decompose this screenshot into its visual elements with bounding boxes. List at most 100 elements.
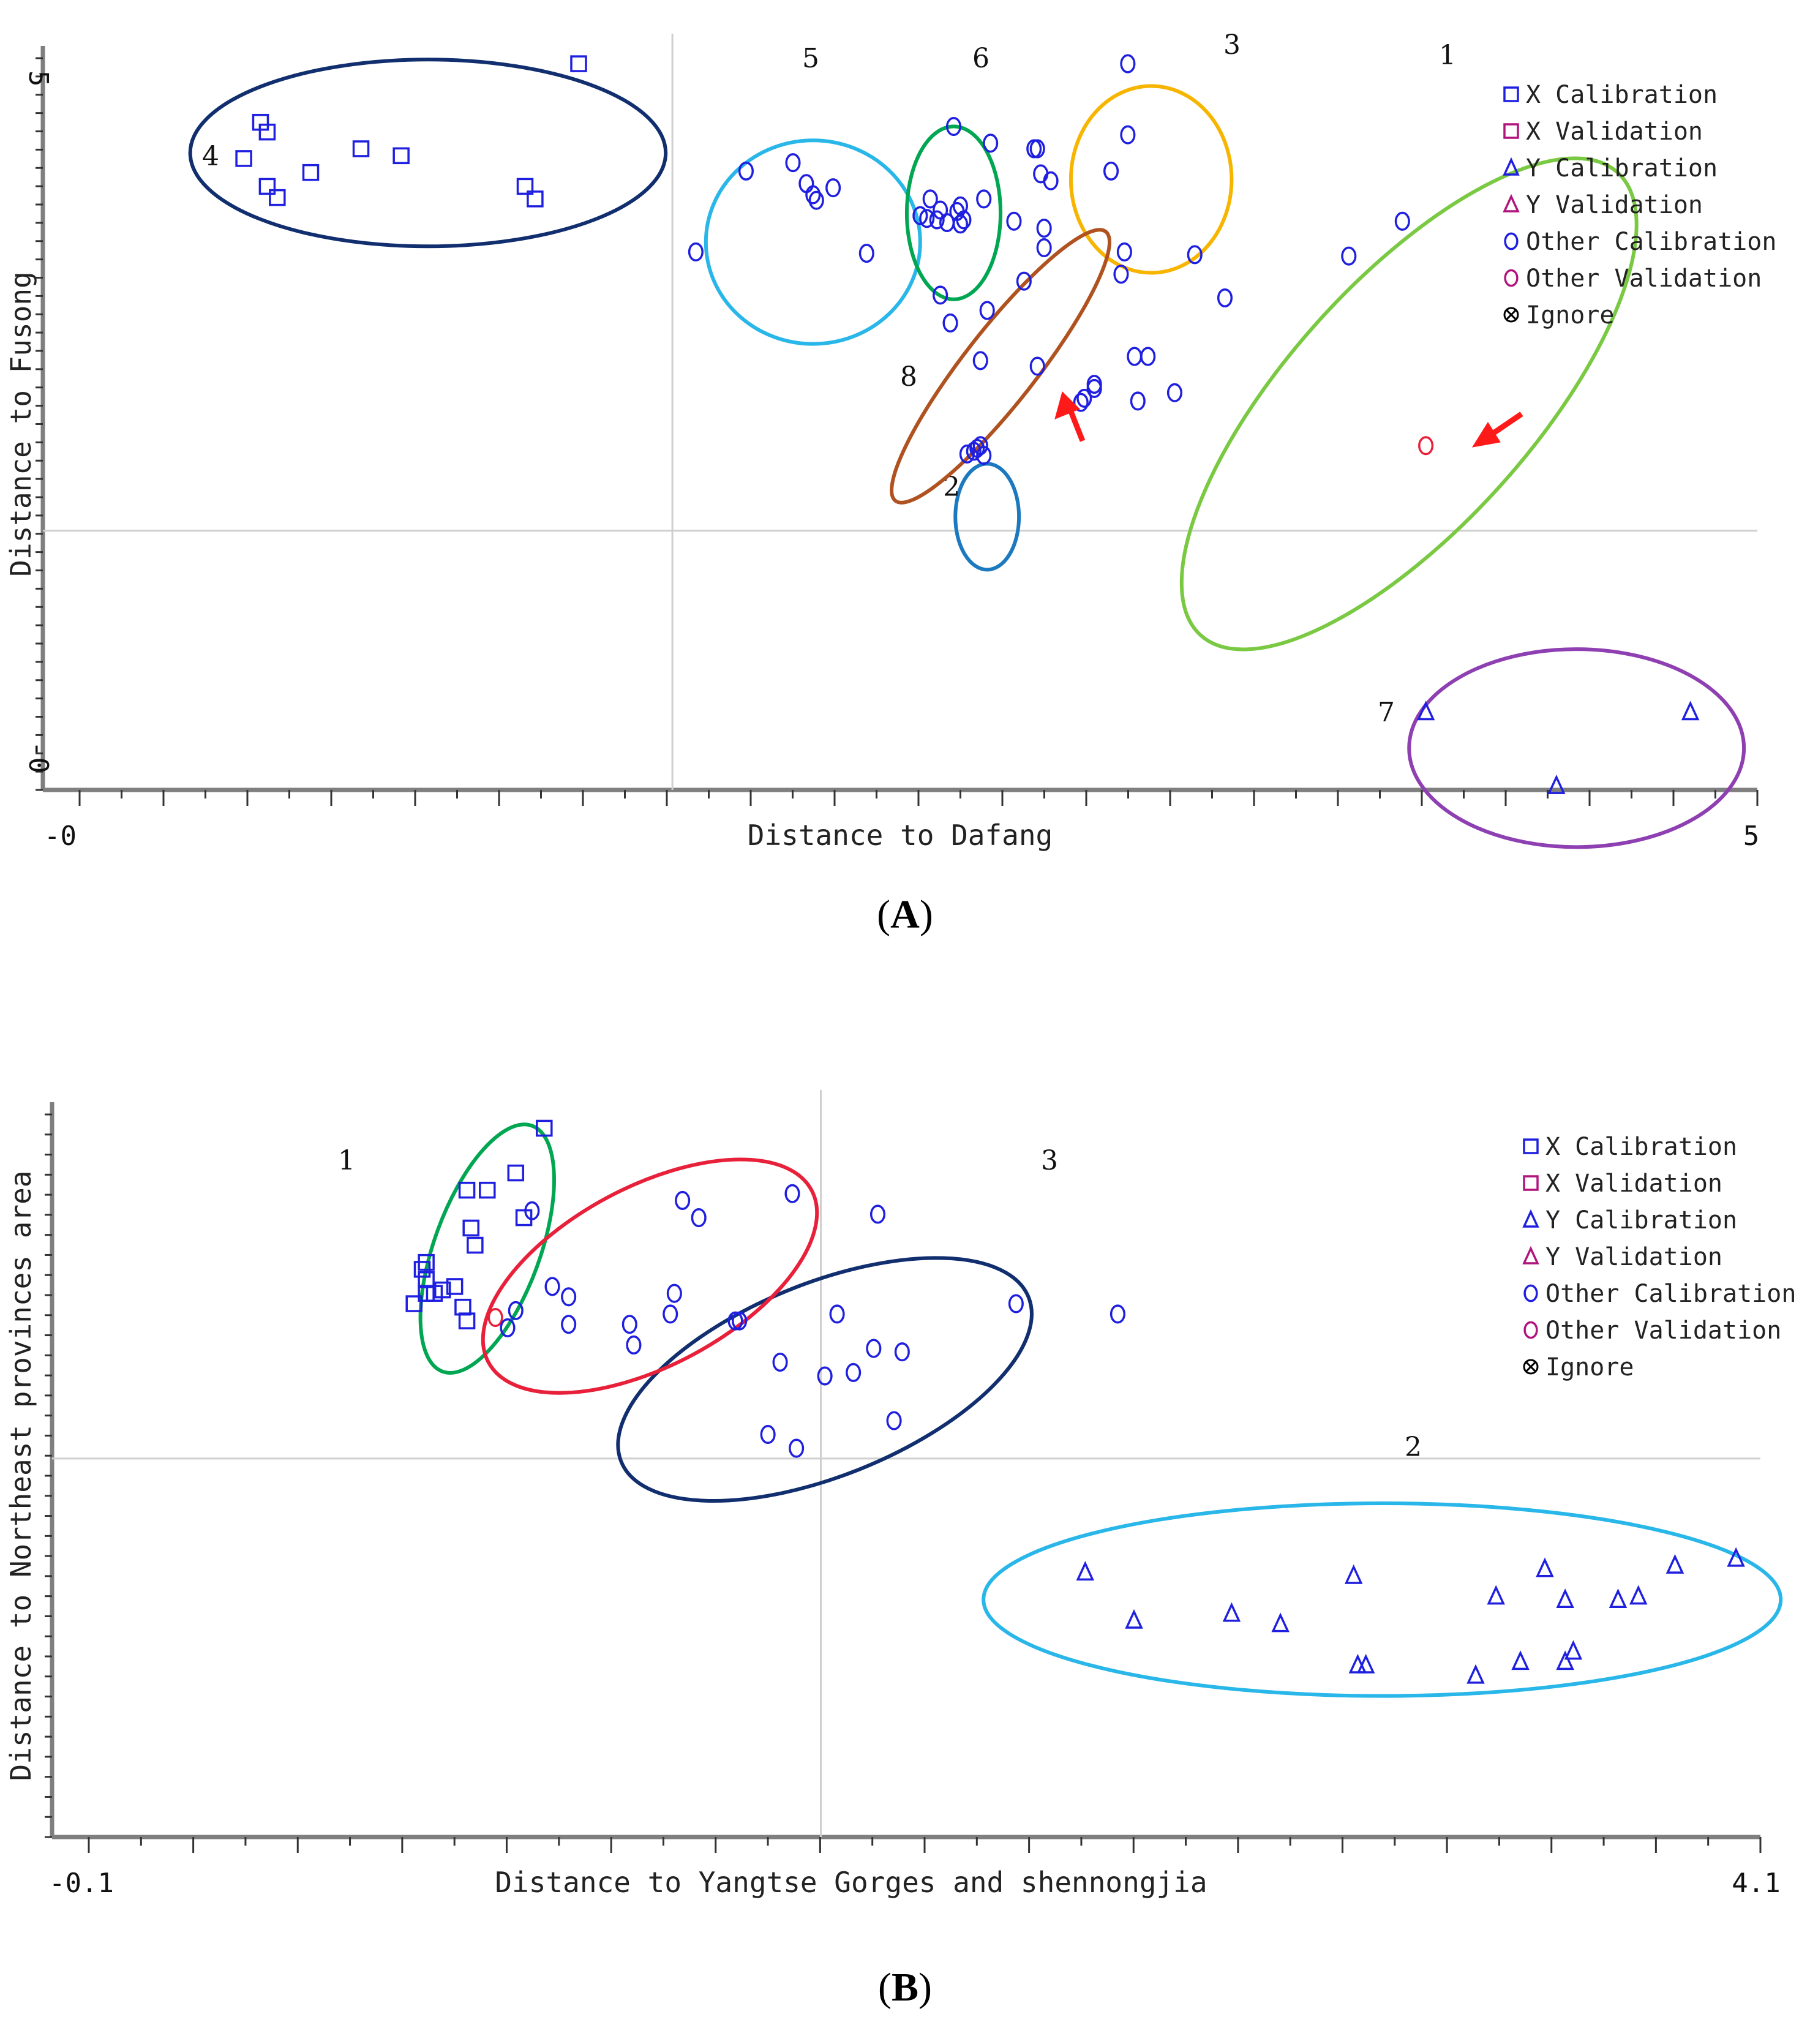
data-point-triangle: [1547, 774, 1566, 794]
cluster-label-3: 3: [1223, 29, 1241, 61]
legend: X Calibration X Validation Y Calibration Y …: [1522, 1133, 1796, 1381]
legend-item-label: Ignore: [1545, 1353, 1634, 1381]
cluster-label-8: 8: [900, 361, 917, 393]
cluster-ellipse-7: [1407, 647, 1746, 849]
data-point-square: [258, 123, 276, 141]
legend-marker: [1523, 1359, 1539, 1375]
data-point-square: [352, 140, 370, 157]
data-point-circle: [691, 1208, 707, 1228]
data-point-circle: [956, 210, 972, 230]
data-point-square: [467, 1236, 484, 1254]
legend-item-label: X Calibration: [1545, 1133, 1737, 1161]
data-point-circle: [1103, 161, 1119, 181]
legend-item-label: Other Validation: [1545, 1317, 1781, 1345]
legend-marker: [1523, 1284, 1538, 1302]
data-point-circle: [858, 244, 874, 263]
data-point-circle: [894, 1342, 910, 1362]
data-point-circle: [1130, 391, 1146, 411]
data-point-square: [258, 178, 276, 195]
legend-marker: [1503, 157, 1520, 176]
data-point-circle: [688, 242, 704, 261]
cluster-ellipse-4: [481, 1157, 819, 1395]
cluster-ellipse-2: [982, 1501, 1783, 1698]
data-point-circle: [959, 444, 975, 464]
data-point-circle: [1394, 211, 1410, 231]
data-point-square: [507, 1164, 525, 1182]
legend-item-label: Y Validation: [1526, 191, 1703, 219]
data-point-triangle: [1609, 1588, 1628, 1609]
x-tick-label-min: -0.1: [49, 1868, 114, 1899]
data-point-circle: [1418, 436, 1434, 456]
data-point-circle: [972, 351, 988, 370]
cluster-ellipse-6: [904, 124, 1003, 301]
data-point-circle: [869, 1204, 886, 1224]
legend-item-label: Ignore: [1526, 301, 1615, 329]
chart-panel-b: -0.1 4.1 Distance to Yangtse Gorges and sh…: [0, 1004, 1810, 2044]
data-point-circle: [1033, 164, 1049, 184]
y-tick-label-min: -0: [23, 741, 54, 773]
data-point-circle: [886, 1411, 902, 1430]
panel-caption-a: (A): [877, 892, 933, 937]
data-point-circle: [808, 190, 824, 210]
cluster-label-7: 7: [1378, 697, 1395, 728]
data-point-circle: [675, 1190, 691, 1211]
data-point-square: [462, 1219, 479, 1237]
data-point-circle: [1116, 242, 1132, 261]
data-point-square: [405, 1295, 422, 1312]
x-tick-label-max: 5: [1743, 821, 1760, 852]
data-point-square: [458, 1181, 476, 1199]
legend-marker: [1523, 1175, 1539, 1191]
data-point-circle: [1076, 388, 1092, 408]
scatter-chart-b: -0.1 4.1 Distance to Yangtse Gorges and sh…: [4, 1090, 1796, 1899]
cluster-label-3: 3: [1041, 1145, 1058, 1176]
data-point-square: [392, 147, 410, 165]
panel-label-b: B: [891, 1965, 919, 2010]
data-point-circle: [1113, 265, 1129, 284]
data-point-circle: [732, 1311, 748, 1331]
y-axis-title: Distance to Northeast provinces area: [4, 1171, 37, 1781]
data-point-circle: [952, 214, 968, 234]
legend-item-label: Other Calibration: [1526, 228, 1776, 256]
data-point-circle: [663, 1304, 678, 1324]
panel-label-a: A: [890, 892, 920, 937]
reference-lines: [52, 1090, 1760, 1837]
legend-marker-cross-b: [1525, 1361, 1536, 1372]
data-point-triangle: [1344, 1564, 1363, 1584]
data-point-triangle: [1222, 1602, 1241, 1622]
cluster-ellipse-8: [890, 228, 1111, 505]
data-point-square: [418, 1285, 435, 1302]
data-point-triangle: [1076, 1561, 1095, 1581]
cluster-label-2: 2: [1405, 1432, 1422, 1463]
data-point-circle: [1006, 211, 1022, 231]
data-point-circle: [983, 133, 999, 153]
data-point-circle: [1029, 139, 1045, 159]
legend-marker: [1504, 269, 1519, 287]
data-point-square: [413, 1261, 431, 1278]
annotation-arrows: [1054, 391, 1523, 448]
data-point-square: [458, 1312, 476, 1329]
data-point-circle: [760, 1425, 776, 1445]
data-point-circle: [933, 285, 948, 305]
data-point-triangle: [1511, 1650, 1530, 1670]
data-point-circle: [942, 313, 958, 333]
data-point-triangle: [1125, 1609, 1143, 1629]
data-point-circle: [1036, 238, 1052, 258]
data-point-circle: [561, 1287, 577, 1307]
cluster-ellipses: 1 2 3: [338, 1122, 1783, 1698]
data-point-circle: [784, 1184, 800, 1203]
data-point-circle: [817, 1366, 833, 1386]
cluster-ellipse-4: [188, 58, 668, 249]
data-point-circle: [1166, 383, 1182, 402]
data-point-circle: [922, 189, 938, 209]
legend-marker: [1504, 232, 1519, 250]
data-point-circle: [487, 1307, 503, 1328]
data-point-circle: [789, 1438, 805, 1458]
legend-marker: [1522, 1209, 1539, 1228]
data-point-circle: [1187, 245, 1203, 265]
data-point-triangle: [1556, 1650, 1574, 1670]
data-point-square: [454, 1298, 471, 1316]
data-point-square: [446, 1278, 464, 1295]
data-points: [235, 54, 1700, 794]
legend-item-label: Y Validation: [1545, 1243, 1722, 1271]
data-point-triangle: [1629, 1585, 1648, 1605]
